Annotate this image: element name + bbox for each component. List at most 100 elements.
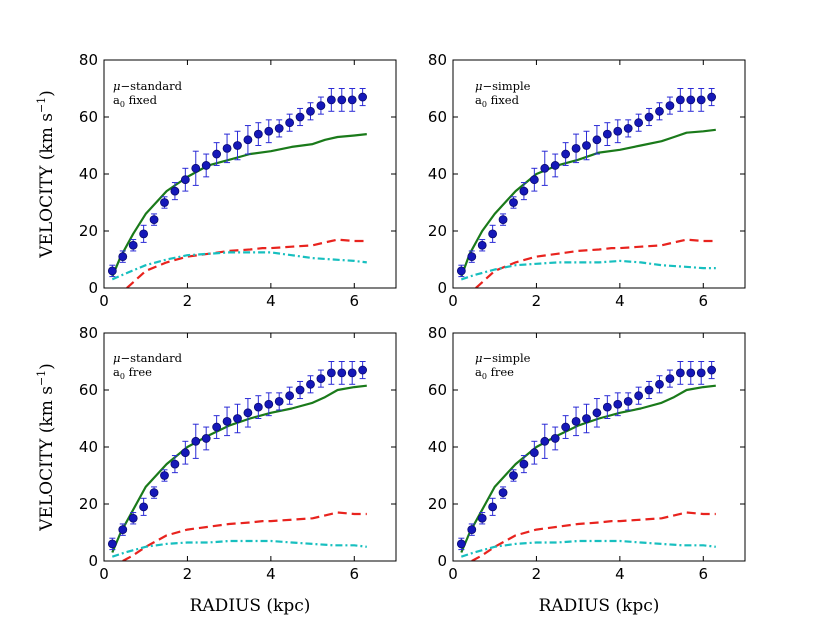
data-point bbox=[264, 399, 274, 409]
y-tick-label: 0 bbox=[88, 552, 98, 570]
y-tick-label: 60 bbox=[428, 381, 447, 399]
x-tick-label: 4 bbox=[266, 565, 276, 583]
data-point bbox=[107, 266, 117, 276]
y-tick-label: 80 bbox=[428, 324, 447, 342]
y-axis-label: VELOCITY (km s−1) bbox=[35, 90, 57, 259]
y-ticks: 0 20 40 60 80 bbox=[428, 324, 745, 570]
data-point bbox=[456, 266, 466, 276]
annotation-a0-line: a0 fixed bbox=[475, 93, 520, 109]
y-tick-label: 60 bbox=[79, 108, 98, 126]
y-tick-label: 60 bbox=[428, 108, 447, 126]
panel-simple-free: μ−simple a0 free 0 2 4 6 0 20 40 60 80 RADIUS (… bbox=[428, 324, 746, 616]
data-point bbox=[613, 126, 623, 136]
data-point bbox=[675, 95, 685, 105]
data-point bbox=[467, 525, 477, 535]
y-ticks: 0 20 40 60 80 bbox=[79, 51, 396, 297]
data-point bbox=[316, 374, 326, 384]
data-point bbox=[118, 252, 128, 262]
series-total-line bbox=[460, 128, 716, 277]
data-point bbox=[592, 135, 602, 145]
data-point bbox=[222, 143, 232, 153]
series-gas-line bbox=[471, 511, 716, 561]
data-point bbox=[529, 448, 539, 458]
y-tick-label: 80 bbox=[79, 324, 98, 342]
data-point bbox=[295, 112, 305, 122]
data-point bbox=[160, 198, 169, 207]
data-point bbox=[498, 488, 508, 498]
data-point bbox=[540, 163, 550, 173]
panel-simple-fixed: μ−simple a0 fixed 0 2 4 6 0 20 40 60 80 bbox=[428, 51, 746, 310]
data-point bbox=[540, 436, 550, 446]
data-point bbox=[337, 95, 347, 105]
data-point bbox=[519, 186, 529, 196]
data-point bbox=[602, 402, 612, 412]
annotation-a0-line: a0 free bbox=[113, 365, 152, 381]
data-point bbox=[358, 92, 368, 102]
data-point bbox=[498, 215, 508, 225]
annotation-mu-line: μ−simple bbox=[475, 351, 531, 365]
data-point bbox=[488, 229, 498, 239]
y-tick-label: 20 bbox=[79, 495, 98, 513]
data-point bbox=[644, 112, 654, 122]
data-point bbox=[316, 101, 326, 110]
data-point bbox=[191, 163, 201, 173]
series-gas-line bbox=[126, 238, 367, 288]
data-point bbox=[233, 414, 242, 423]
data-point bbox=[326, 95, 336, 105]
x-tick-label: 2 bbox=[183, 565, 193, 583]
data-point bbox=[675, 368, 685, 378]
data-point bbox=[561, 422, 571, 432]
y-tick-label: 40 bbox=[79, 438, 98, 456]
data-point bbox=[274, 123, 284, 133]
series-stars-line bbox=[111, 251, 367, 281]
series-gas-line bbox=[122, 511, 367, 561]
annotation-mu-line: μ−standard bbox=[113, 351, 183, 365]
data-point bbox=[201, 434, 211, 443]
x-tick-label: 0 bbox=[99, 565, 109, 583]
data-point bbox=[644, 385, 654, 395]
x-tick-label: 0 bbox=[448, 565, 458, 583]
data-point bbox=[634, 118, 644, 128]
x-axis-label: RADIUS (kpc) bbox=[539, 596, 660, 616]
x-tick-label: 4 bbox=[615, 292, 625, 310]
data-point bbox=[180, 175, 190, 185]
data-point bbox=[561, 149, 571, 159]
y-tick-label: 40 bbox=[428, 165, 447, 183]
data-point bbox=[326, 368, 336, 378]
data-point bbox=[550, 161, 560, 170]
data-point bbox=[707, 365, 717, 375]
data-point bbox=[582, 141, 591, 150]
data-point bbox=[306, 106, 315, 116]
data-point bbox=[149, 488, 159, 498]
x-ticks: 0 2 4 6 bbox=[448, 333, 708, 583]
data-point bbox=[295, 385, 305, 395]
annotation-a0-line: a0 free bbox=[475, 365, 514, 381]
data-point bbox=[128, 513, 138, 523]
y-tick-label: 0 bbox=[88, 279, 98, 297]
data-point bbox=[180, 448, 190, 458]
data-point bbox=[571, 416, 581, 426]
series-total-line bbox=[111, 133, 367, 278]
x-tick-label: 4 bbox=[615, 565, 625, 583]
data-point bbox=[665, 374, 675, 384]
data-point bbox=[285, 391, 295, 401]
data-point bbox=[170, 459, 180, 469]
data-point bbox=[550, 434, 560, 443]
x-tick-label: 0 bbox=[99, 292, 109, 310]
data-point bbox=[285, 118, 295, 128]
x-ticks: 0 2 4 6 bbox=[99, 333, 359, 583]
y-tick-label: 20 bbox=[79, 222, 98, 240]
y-tick-label: 20 bbox=[428, 222, 447, 240]
y-tick-label: 0 bbox=[437, 552, 447, 570]
series-total-line bbox=[460, 384, 716, 553]
data-point bbox=[118, 525, 128, 535]
x-tick-label: 0 bbox=[448, 292, 458, 310]
data-point bbox=[128, 240, 138, 250]
y-tick-label: 0 bbox=[437, 279, 447, 297]
data-point bbox=[519, 459, 529, 469]
data-point bbox=[170, 186, 180, 196]
data-point bbox=[139, 229, 149, 239]
data-point bbox=[655, 379, 664, 389]
data-point bbox=[139, 502, 149, 512]
data-point bbox=[337, 368, 347, 378]
